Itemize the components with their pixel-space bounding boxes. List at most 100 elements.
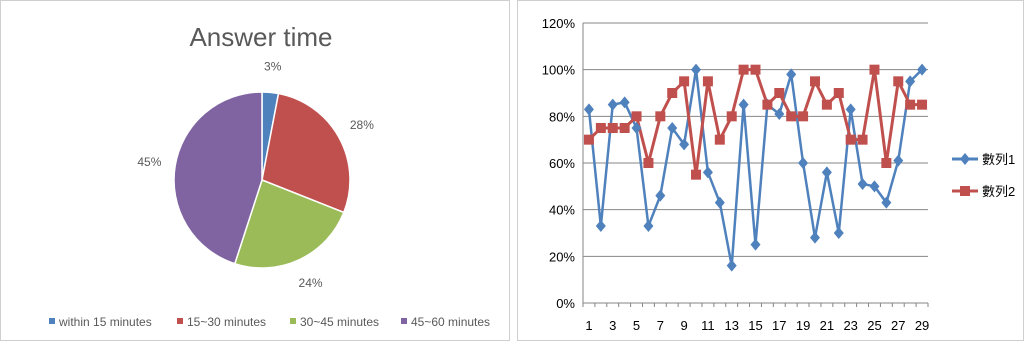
- pie-chart-title: Answer time: [189, 22, 332, 52]
- series-2-point-2: [595, 123, 606, 133]
- series-2-point-17: [774, 88, 785, 98]
- series-2-point-16: [762, 99, 773, 110]
- series-1-point-2: [595, 220, 606, 232]
- series-2-point-11: [702, 76, 713, 87]
- x-tick-label-5: 5: [633, 318, 640, 333]
- y-tick-label-5: 100%: [542, 63, 576, 78]
- series-1-point-29: [917, 63, 928, 76]
- series-1-point-18: [786, 68, 797, 81]
- series-1-point-3: [607, 98, 618, 111]
- series-1-point-19: [798, 157, 809, 169]
- x-tick-label-3: 3: [609, 318, 616, 333]
- x-tick-label-25: 25: [867, 318, 881, 333]
- x-tick-label-1: 1: [585, 318, 592, 333]
- series-2-point-4: [619, 123, 630, 133]
- legend-marker-1: [960, 153, 970, 165]
- x-tick-label-23: 23: [843, 318, 857, 333]
- legend-swatch-2: [177, 318, 183, 324]
- series-2-point-8: [667, 88, 678, 98]
- y-tick-label-1: 20%: [549, 249, 575, 264]
- series-1-point-6: [643, 220, 654, 232]
- series-2-line: [587, 68, 923, 175]
- series-2-point-27: [893, 76, 904, 87]
- legend-swatch-4: [401, 318, 407, 324]
- legend-swatch-3: [290, 318, 296, 324]
- x-tick-label-13: 13: [724, 318, 738, 333]
- series-2-point-13: [726, 111, 737, 122]
- pie-slice-3: [233, 179, 345, 269]
- y-tick-label-6: 120%: [542, 16, 576, 31]
- series-1-point-12: [714, 196, 725, 209]
- series-1-point-17: [774, 108, 785, 120]
- pie-data-label-2: 28%: [350, 118, 374, 132]
- series-2-point-19: [798, 111, 809, 122]
- x-tick-label-11: 11: [701, 318, 715, 333]
- series-2-point-24: [857, 134, 868, 145]
- x-tick-label-19: 19: [796, 318, 810, 333]
- y-tick-label-4: 80%: [549, 109, 575, 124]
- legend-label-series-2: 數列2: [982, 184, 1015, 199]
- series-2-point-21: [821, 99, 832, 110]
- legend-label-4: 45~60 minutes: [411, 315, 490, 329]
- pie-chart-panel: Answer time 3% 28% 24% 45% within 15 minute…: [0, 0, 510, 341]
- y-tick-label-3: 60%: [549, 156, 575, 171]
- line-chart-panel: 0% 20% 40% 60% 80% 100% 120% 1 3 5 7 9 11 13 15 17 19 21 2…: [517, 0, 1024, 341]
- series-1-point-15: [750, 238, 761, 251]
- x-tick-label-27: 27: [891, 318, 905, 333]
- series-1-point-24: [857, 178, 868, 190]
- series-2-point-9: [679, 76, 690, 87]
- series-2-point-12: [714, 134, 725, 145]
- series-1-point-23: [845, 103, 856, 116]
- series-2-point-22: [833, 88, 844, 98]
- x-tick-label-29: 29: [915, 318, 929, 333]
- legend-label-1: within 15 minutes: [58, 315, 152, 329]
- series-2-point-14: [738, 64, 749, 75]
- series-1-point-26: [881, 196, 892, 209]
- legend-label-series-1: 數列1: [982, 152, 1015, 167]
- series-2-point-10: [691, 169, 702, 180]
- series-1-point-10: [691, 63, 702, 76]
- series-1-point-5: [631, 122, 642, 134]
- pie-data-label-3: 24%: [299, 276, 323, 290]
- series-2-point-15: [750, 64, 761, 75]
- x-tick-label-21: 21: [820, 318, 834, 333]
- series-2-point-29: [917, 99, 928, 110]
- series-2-point-7: [655, 111, 666, 122]
- series-1-line: [587, 68, 923, 266]
- x-tick-label-9: 9: [681, 318, 688, 333]
- x-tick-label-15: 15: [748, 318, 762, 333]
- legend-marker-2: [960, 186, 970, 196]
- series-2-point-1: [583, 134, 594, 145]
- pie-data-label-1: 3%: [264, 60, 282, 74]
- pie-slice-4: [173, 91, 263, 265]
- pie-data-label-4: 45%: [137, 155, 161, 169]
- series-2-point-6: [643, 158, 654, 168]
- series-1-point-9: [679, 138, 690, 151]
- series-2-point-3: [607, 123, 618, 133]
- series-1-point-8: [667, 122, 678, 134]
- series-1-point-22: [833, 227, 844, 239]
- legend-swatch-1: [49, 318, 55, 324]
- legend-label-3: 30~45 minutes: [300, 315, 379, 329]
- series-1-point-14: [738, 98, 749, 111]
- series-2-point-18: [786, 111, 797, 122]
- series-2-point-20: [809, 76, 820, 87]
- series-1-point-7: [655, 189, 666, 202]
- x-tick-label-17: 17: [772, 318, 786, 333]
- series-1-point-1: [583, 103, 594, 116]
- series-1-point-4: [619, 96, 630, 109]
- series-1-point-20: [809, 231, 820, 244]
- y-tick-label-2: 40%: [549, 203, 575, 218]
- series-2-point-28: [905, 99, 916, 110]
- series-2-point-25: [869, 64, 880, 75]
- pie-slice-2: [261, 92, 351, 214]
- series-2-point-5: [631, 111, 642, 122]
- y-tick-label-0: 0%: [556, 296, 575, 311]
- series-1-point-27: [893, 154, 904, 167]
- series-2-point-23: [845, 134, 856, 145]
- x-tick-label-7: 7: [657, 318, 664, 333]
- series-2-point-26: [881, 158, 892, 168]
- series-1-point-28: [905, 75, 916, 88]
- line-chart: 0%20%40%60%80%100%120%1 3 5 7 9 11 13 15 17 19 21 2…: [542, 16, 1015, 333]
- series-1-point-13: [726, 259, 737, 272]
